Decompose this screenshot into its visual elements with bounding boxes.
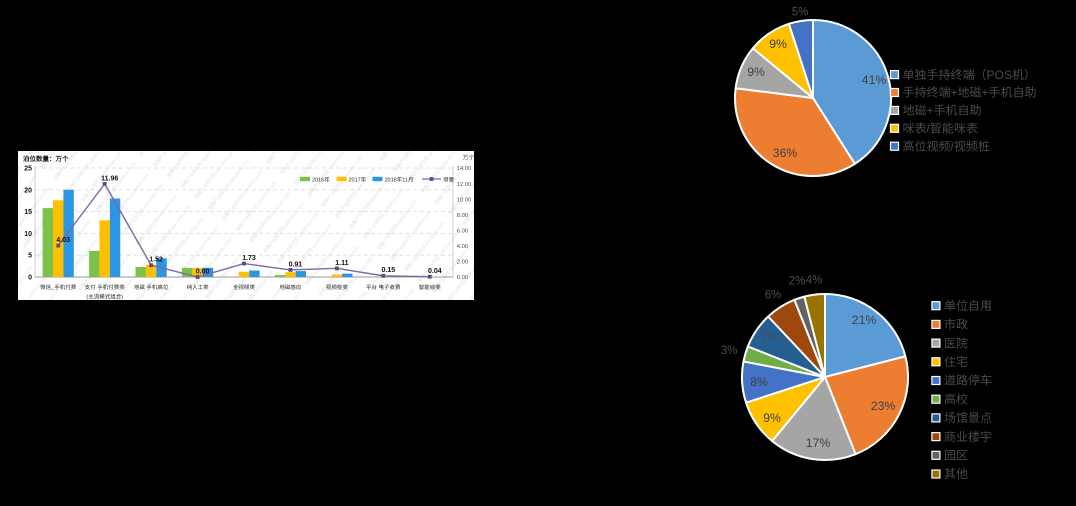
svg-text:20: 20 <box>24 187 32 194</box>
svg-text:8%: 8% <box>750 375 768 389</box>
svg-text:高校: 高校 <box>944 392 968 406</box>
svg-text:(主流模式组合): (主流模式组合) <box>86 294 123 301</box>
svg-text:8.00: 8.00 <box>457 213 468 219</box>
svg-text:地磁 手机高位: 地磁 手机高位 <box>134 284 169 291</box>
svg-text:微信_手机付费: 微信_手机付费 <box>40 284 77 291</box>
svg-text:6.00: 6.00 <box>457 229 468 235</box>
svg-text:4.00: 4.00 <box>457 244 468 250</box>
svg-text:10.00: 10.00 <box>457 197 472 203</box>
svg-text:5: 5 <box>28 253 32 260</box>
svg-text:全视频类: 全视频类 <box>233 284 256 291</box>
svg-text:0.00: 0.00 <box>196 268 210 275</box>
svg-text:2016年: 2016年 <box>312 176 330 183</box>
svg-text:1.52: 1.52 <box>149 257 163 264</box>
svg-text:视频桩类: 视频桩类 <box>326 284 349 291</box>
svg-text:单位自用: 单位自用 <box>944 299 992 313</box>
svg-text:万个: 万个 <box>462 154 474 162</box>
svg-text:41%: 41% <box>862 73 887 87</box>
svg-text:5%: 5% <box>792 7 809 19</box>
svg-text:10: 10 <box>24 231 32 238</box>
svg-text:高位视频/视频桩: 高位视频/视频桩 <box>903 139 990 153</box>
svg-text:25: 25 <box>24 166 32 173</box>
svg-text:增量: 增量 <box>443 176 455 183</box>
svg-text:9%: 9% <box>763 411 781 425</box>
svg-text:36%: 36% <box>773 146 798 160</box>
svg-text:12.00: 12.00 <box>457 182 472 188</box>
svg-text:0.04: 0.04 <box>428 268 442 275</box>
svg-text:4.03: 4.03 <box>56 237 70 244</box>
svg-text:市政: 市政 <box>944 318 968 332</box>
svg-text:3%: 3% <box>721 345 738 357</box>
svg-text:平台 电子收费: 平台 电子收费 <box>366 284 401 291</box>
svg-text:纯人工类: 纯人工类 <box>187 284 210 291</box>
svg-text:6%: 6% <box>765 290 782 302</box>
svg-text:1.11: 1.11 <box>335 260 348 267</box>
svg-text:21%: 21% <box>852 313 877 327</box>
svg-text:园区: 园区 <box>944 449 968 463</box>
svg-text:14.00: 14.00 <box>457 166 472 172</box>
svg-text:智能锁类: 智能锁类 <box>419 284 442 291</box>
svg-text:场馆景点: 场馆景点 <box>944 411 992 425</box>
svg-text:咪表/智能咪表: 咪表/智能咪表 <box>903 122 978 136</box>
svg-text:7%: 7% <box>761 330 779 344</box>
svg-text:11.96: 11.96 <box>101 175 118 182</box>
svg-text:单独手持终端（POS机）: 单独手持终端（POS机） <box>903 68 1036 82</box>
svg-text:17%: 17% <box>806 436 831 450</box>
svg-text:其他: 其他 <box>944 467 968 481</box>
svg-text:2017年: 2017年 <box>349 176 367 183</box>
svg-text:商业楼宇: 商业楼宇 <box>944 430 992 444</box>
svg-text:0.91: 0.91 <box>289 261 303 268</box>
svg-text:2%: 2% <box>789 276 806 288</box>
svg-text:手持终端+地磁+手机自助: 手持终端+地磁+手机自助 <box>903 86 1037 100</box>
svg-text:2018年11月: 2018年11月 <box>385 176 414 183</box>
svg-text:4%: 4% <box>806 275 823 287</box>
svg-text:0.15: 0.15 <box>381 267 395 274</box>
svg-text:1.73: 1.73 <box>242 255 256 262</box>
svg-text:0: 0 <box>28 275 32 282</box>
svg-text:支付 手机付费类: 支付 手机付费类 <box>85 284 126 291</box>
svg-text:2.00: 2.00 <box>457 260 468 266</box>
svg-text:地磁+手机自助: 地磁+手机自助 <box>903 104 982 118</box>
svg-text:9%: 9% <box>769 37 787 51</box>
svg-text:住宅: 住宅 <box>944 355 968 369</box>
svg-text:0.00: 0.00 <box>457 275 468 281</box>
svg-text:9%: 9% <box>747 65 765 79</box>
svg-text:23%: 23% <box>871 399 896 413</box>
svg-text:泊位数量：万个: 泊位数量：万个 <box>23 155 69 163</box>
svg-text:地磁感应: 地磁感应 <box>279 284 302 291</box>
svg-text:15: 15 <box>24 209 32 216</box>
svg-text:医院: 医院 <box>944 336 968 350</box>
svg-text:道路停车: 道路停车 <box>944 374 992 388</box>
